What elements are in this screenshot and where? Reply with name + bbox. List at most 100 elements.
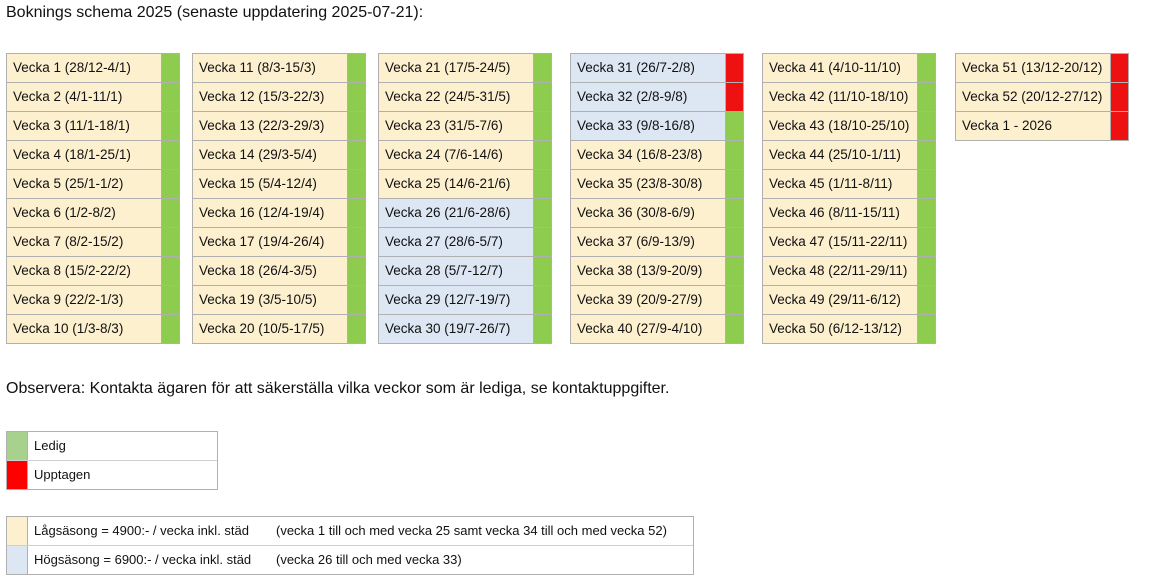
week-column: Vecka 21 (17/5-24/5) Vecka 22 (24/5-31/5)… <box>378 53 552 344</box>
week-column: Vecka 1 (28/12-4/1) Vecka 2 (4/1-11/1) Vec… <box>6 53 180 344</box>
free-status <box>726 286 743 314</box>
week-cell: Vecka 24 (7/6-14/6) <box>378 141 552 170</box>
free-status <box>534 199 551 227</box>
week-label: Vecka 33 (9/8-16/8) <box>571 112 726 140</box>
week-cell: Vecka 13 (22/3-29/3) <box>192 112 366 141</box>
week-cell: Vecka 10 (1/3-8/3) <box>6 315 180 344</box>
week-cell: Vecka 52 (20/12-27/12) <box>955 83 1129 112</box>
free-status <box>162 257 179 285</box>
week-cell: Vecka 11 (8/3-15/3) <box>192 53 366 83</box>
legend-row-low-season: Lågsäsong = 4900:- / vecka inkl. städ (v… <box>7 517 693 545</box>
free-status <box>726 228 743 256</box>
week-label: Vecka 4 (18/1-25/1) <box>7 141 162 169</box>
status-legend: Ledig Upptagen <box>6 431 218 490</box>
week-cell: Vecka 46 (8/11-15/11) <box>762 199 936 228</box>
week-cell: Vecka 1 (28/12-4/1) <box>6 53 180 83</box>
free-status <box>162 141 179 169</box>
week-label: Vecka 26 (21/6-28/6) <box>379 199 534 227</box>
week-label: Vecka 34 (16/8-23/8) <box>571 141 726 169</box>
busy-status <box>726 54 743 82</box>
week-label: Vecka 30 (19/7-26/7) <box>379 315 534 343</box>
week-cell: Vecka 1 - 2026 <box>955 112 1129 141</box>
week-cell: Vecka 30 (19/7-26/7) <box>378 315 552 344</box>
week-cell: Vecka 16 (12/4-19/4) <box>192 199 366 228</box>
week-label: Vecka 43 (18/10-25/10) <box>763 112 918 140</box>
week-label: Vecka 50 (6/12-13/12) <box>763 315 918 343</box>
week-label: Vecka 29 (12/7-19/7) <box>379 286 534 314</box>
free-status <box>162 199 179 227</box>
week-label: Vecka 24 (7/6-14/6) <box>379 141 534 169</box>
week-cell: Vecka 47 (15/11-22/11) <box>762 228 936 257</box>
week-label: Vecka 36 (30/8-6/9) <box>571 199 726 227</box>
week-label: Vecka 20 (10/5-17/5) <box>193 315 348 343</box>
week-cell: Vecka 22 (24/5-31/5) <box>378 83 552 112</box>
week-label: Vecka 8 (15/2-22/2) <box>7 257 162 285</box>
page-title: Boknings schema 2025 (senaste uppdaterin… <box>6 4 424 21</box>
week-cell: Vecka 2 (4/1-11/1) <box>6 83 180 112</box>
free-status <box>918 54 935 82</box>
free-status <box>534 54 551 82</box>
free-status <box>162 170 179 198</box>
free-status <box>918 141 935 169</box>
free-status <box>918 83 935 111</box>
legend-label-free: Ledig <box>34 438 66 453</box>
free-status <box>534 112 551 140</box>
free-status <box>726 112 743 140</box>
week-label: Vecka 9 (22/2-1/3) <box>7 286 162 314</box>
week-cell: Vecka 49 (29/11-6/12) <box>762 286 936 315</box>
free-status <box>726 170 743 198</box>
free-status <box>162 315 179 343</box>
week-cell: Vecka 17 (19/4-26/4) <box>192 228 366 257</box>
week-label: Vecka 11 (8/3-15/3) <box>193 54 348 82</box>
week-cell: Vecka 44 (25/10-1/11) <box>762 141 936 170</box>
week-cell: Vecka 26 (21/6-28/6) <box>378 199 552 228</box>
week-label: Vecka 12 (15/3-22/3) <box>193 83 348 111</box>
free-status <box>534 170 551 198</box>
week-cell: Vecka 39 (20/9-27/9) <box>570 286 744 315</box>
low-season-weeks: (vecka 1 till och med vecka 25 samt veck… <box>276 523 667 538</box>
free-status <box>726 199 743 227</box>
busy-status <box>1111 54 1128 82</box>
week-cell: Vecka 4 (18/1-25/1) <box>6 141 180 170</box>
week-cell: Vecka 23 (31/5-7/6) <box>378 112 552 141</box>
week-label: Vecka 13 (22/3-29/3) <box>193 112 348 140</box>
free-status <box>918 228 935 256</box>
week-column: Vecka 31 (26/7-2/8) Vecka 32 (2/8-9/8) Vec… <box>570 53 744 344</box>
week-label: Vecka 7 (8/2-15/2) <box>7 228 162 256</box>
free-status <box>534 286 551 314</box>
season-legend: Lågsäsong = 4900:- / vecka inkl. städ (v… <box>6 516 694 575</box>
week-column: Vecka 51 (13/12-20/12) Vecka 52 (20/12-27… <box>955 53 1129 141</box>
week-label: Vecka 51 (13/12-20/12) <box>956 54 1111 82</box>
legend-row-busy: Upptagen <box>7 460 217 489</box>
legend-row-high-season: Högsäsong = 6900:- / vecka inkl. städ (v… <box>7 545 693 574</box>
week-label: Vecka 2 (4/1-11/1) <box>7 83 162 111</box>
week-cell: Vecka 21 (17/5-24/5) <box>378 53 552 83</box>
week-cell: Vecka 42 (11/10-18/10) <box>762 83 936 112</box>
week-cell: Vecka 37 (6/9-13/9) <box>570 228 744 257</box>
free-status <box>162 286 179 314</box>
week-label: Vecka 46 (8/11-15/11) <box>763 199 918 227</box>
week-cell: Vecka 15 (5/4-12/4) <box>192 170 366 199</box>
week-label: Vecka 10 (1/3-8/3) <box>7 315 162 343</box>
week-label: Vecka 37 (6/9-13/9) <box>571 228 726 256</box>
week-cell: Vecka 29 (12/7-19/7) <box>378 286 552 315</box>
week-label: Vecka 28 (5/7-12/7) <box>379 257 534 285</box>
week-cell: Vecka 41 (4/10-11/10) <box>762 53 936 83</box>
week-label: Vecka 48 (22/11-29/11) <box>763 257 918 285</box>
week-label: Vecka 17 (19/4-26/4) <box>193 228 348 256</box>
week-label: Vecka 49 (29/11-6/12) <box>763 286 918 314</box>
week-label: Vecka 44 (25/10-1/11) <box>763 141 918 169</box>
week-cell: Vecka 14 (29/3-5/4) <box>192 141 366 170</box>
free-status <box>162 228 179 256</box>
free-status <box>534 141 551 169</box>
busy-status <box>726 83 743 111</box>
free-swatch <box>7 432 28 460</box>
free-status <box>348 228 365 256</box>
week-label: Vecka 31 (26/7-2/8) <box>571 54 726 82</box>
week-cell: Vecka 40 (27/9-4/10) <box>570 315 744 344</box>
free-status <box>162 83 179 111</box>
week-cell: Vecka 25 (14/6-21/6) <box>378 170 552 199</box>
week-label: Vecka 38 (13/9-20/9) <box>571 257 726 285</box>
busy-swatch <box>7 461 28 489</box>
high-season-weeks: (vecka 26 till och med vecka 33) <box>276 552 462 567</box>
